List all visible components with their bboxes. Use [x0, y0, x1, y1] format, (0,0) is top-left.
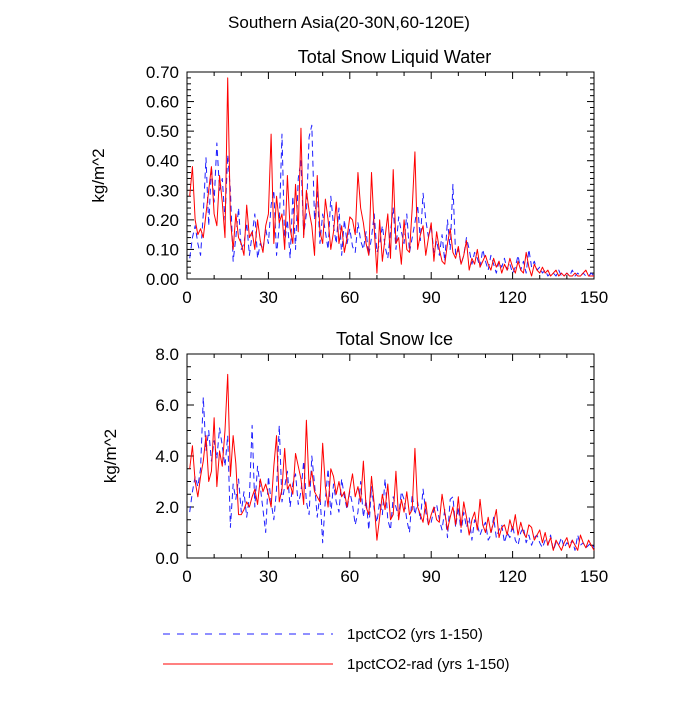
- plot-frame: [186, 71, 595, 280]
- panel-title: Total Snow Ice: [336, 329, 453, 349]
- x-tick-label: 120: [498, 288, 526, 307]
- x-tick-label: 150: [580, 288, 608, 307]
- series-line-1pctCO2-rad: [189, 373, 595, 551]
- y-tick-label: 0.70: [146, 63, 179, 82]
- panel-2: Total Snow Ice kg/m^2 0 30 60 90 120 150 0.0 2.0 4…: [101, 329, 608, 586]
- y-tick-label: 2.0: [155, 498, 179, 517]
- y-tick-label: 0.20: [146, 211, 179, 230]
- y-tick-label: 0.00: [146, 270, 179, 289]
- x-tick-label: 60: [340, 567, 359, 586]
- series-line-1pctCO2: [189, 396, 595, 551]
- y-tick-label: 0.50: [146, 122, 179, 141]
- legend: 1pctCO2 (yrs 1-150) 1pctCO2-rad (yrs 1-15…: [163, 626, 510, 673]
- x-tick-label: 30: [259, 567, 278, 586]
- x-tick-label: 0: [182, 288, 191, 307]
- y-tick-label: 0.40: [146, 152, 179, 171]
- y-tick-label: 8.0: [155, 345, 179, 364]
- x-tick-label: 0: [182, 567, 191, 586]
- legend-label: 1pctCO2-rad (yrs 1-150): [347, 656, 510, 673]
- y-tick-label: 0.0: [155, 549, 179, 568]
- x-tick-label: 90: [422, 288, 441, 307]
- series-line-1pctCO2-rad: [189, 77, 594, 277]
- y-tick-label: 4.0: [155, 447, 179, 466]
- y-tick-label: 0.30: [146, 181, 179, 200]
- y-axis-label: kg/m^2: [89, 148, 108, 202]
- x-tick-label: 60: [340, 288, 359, 307]
- panel-1: Total Snow Liquid Water kg/m^2 0 30 60 90 120 1…: [89, 47, 608, 307]
- y-axis-label: kg/m^2: [101, 429, 120, 483]
- x-tick-label: 90: [422, 567, 441, 586]
- x-tick-label: 120: [498, 567, 526, 586]
- legend-label: 1pctCO2 (yrs 1-150): [347, 626, 483, 643]
- y-tick-label: 0.10: [146, 240, 179, 259]
- x-tick-label: 30: [259, 288, 278, 307]
- y-tick-label: 0.60: [146, 93, 179, 112]
- y-tick-label: 6.0: [155, 396, 179, 415]
- figure-title: Southern Asia(20-30N,60-120E): [228, 13, 470, 32]
- panel-title: Total Snow Liquid Water: [298, 47, 491, 67]
- x-tick-label: 150: [580, 567, 608, 586]
